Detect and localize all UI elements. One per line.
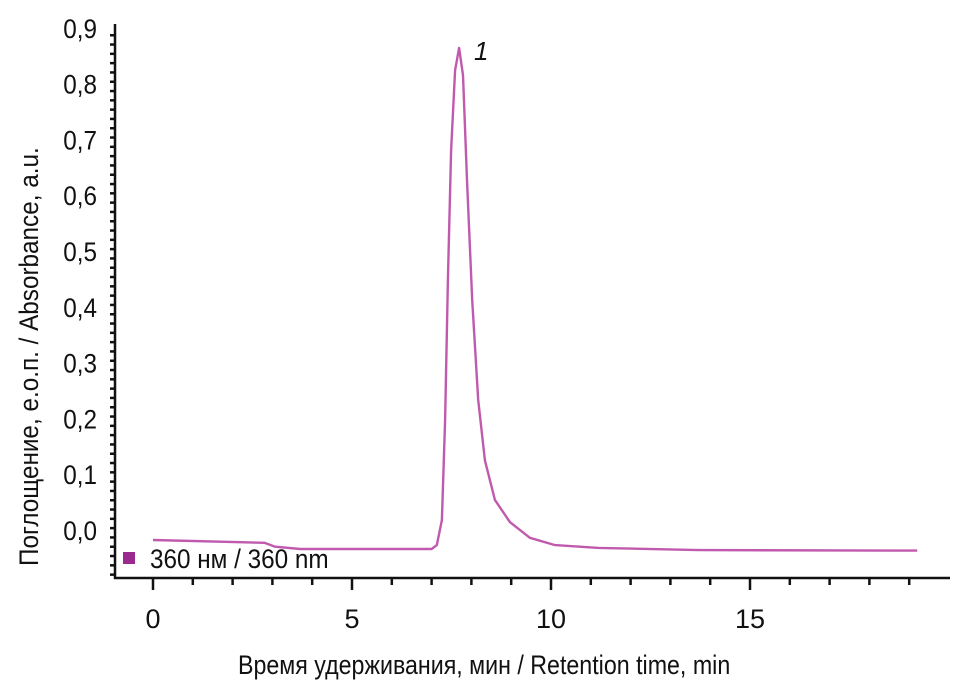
y-tick-label: 0,2 [63,405,97,434]
y-tick-label: 0,5 [63,238,97,267]
y-tick-label: 0,4 [63,294,97,323]
y-tick-labels: 0,0 0,1 0,2 0,3 0,4 0,5 0,6 0,7 0,8 0,9 [63,15,97,547]
axes [113,24,950,580]
y-tick-label: 0,7 [63,126,97,155]
series-line-360nm [152,46,918,552]
y-tick-label: 0,9 [63,15,97,44]
legend: 360 нм / 360 nm [123,545,329,574]
y-tick-label: 0,8 [63,70,97,99]
x-tick-label: 15 [735,604,765,634]
peak-label: 1 [474,36,488,66]
x-tick-label: 5 [344,604,359,634]
y-tick-label: 0,0 [63,517,97,546]
x-tick-label: 10 [536,604,566,634]
y-tick-label: 0,1 [63,461,97,490]
x-tick-labels: 0 5 10 15 [145,604,765,634]
ticks [110,33,911,590]
y-tick-label: 0,3 [63,349,97,378]
x-axis-label: Время удерживания, мин / Retention time,… [238,650,730,680]
legend-marker [123,552,135,564]
x-tick-label: 0 [145,604,160,634]
legend-label: 360 нм / 360 nm [150,545,329,574]
y-axis-label: Поглощение, е.о.п. / Absorbance, a.u. [15,147,44,566]
y-tick-label: 0,6 [63,182,97,211]
